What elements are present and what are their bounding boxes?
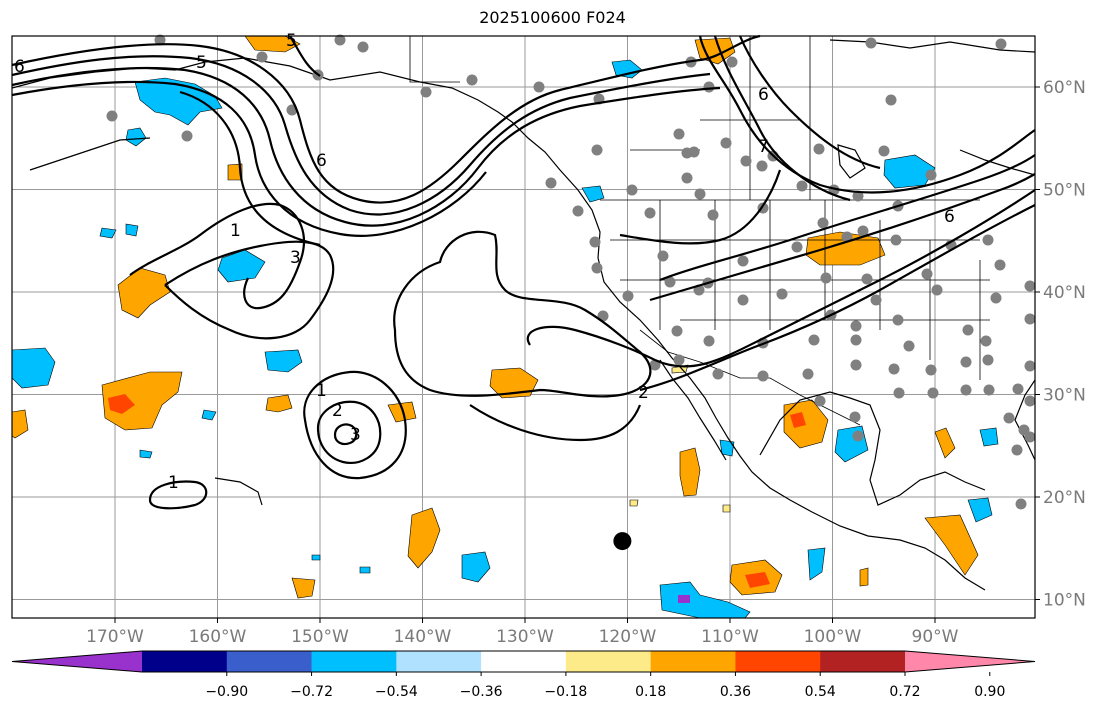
contour-lines	[11, 34, 1036, 510]
contour-label: 2	[638, 383, 649, 403]
contour-label: 2	[332, 401, 343, 421]
latitude-axis: 60°N 50°N 40°N 30°N 20°N 10°N	[1035, 78, 1086, 611]
contour-labels: 6 5 5 6 1 3 1 2 3 1 2 6 7 6	[14, 31, 955, 493]
colorbar-tick-label: −0.90	[205, 684, 248, 700]
colorbar-tick-label: −0.54	[375, 684, 418, 700]
lon-tick-label: 120°W	[599, 627, 657, 647]
contour-label: 6	[316, 151, 327, 171]
colorbar-segment	[565, 651, 652, 672]
map-frame	[11, 35, 1036, 619]
location-marker	[613, 532, 632, 551]
contour-label: 1	[316, 381, 327, 401]
contour-label: 7	[758, 137, 769, 157]
colorbar-segment	[735, 651, 821, 672]
contour-label: 6	[14, 57, 25, 77]
colorbar-extend-high	[905, 651, 1035, 672]
colorbar-tick-label: 0.90	[974, 684, 1005, 700]
colorbar-tick-label: 0.72	[889, 684, 920, 700]
colorbar-segment	[650, 651, 736, 672]
colorbar-tick-label: −0.18	[544, 684, 587, 700]
colorbar-extend-low	[12, 651, 142, 672]
contour-label: 1	[230, 221, 241, 241]
lat-tick-label: 10°N	[1043, 591, 1086, 611]
lon-tick-label: 140°W	[394, 627, 452, 647]
colorbar: −0.90 −0.72 −0.54 −0.36 −0.18 0.18 0.36 0.54 0.7…	[11, 650, 1036, 700]
colorbar-segment	[820, 651, 906, 672]
lon-tick-label: 100°W	[804, 627, 862, 647]
contour-label: 5	[196, 53, 207, 73]
colorbar-segment	[396, 651, 482, 672]
colorbar-tick-label: 0.54	[805, 684, 836, 700]
colorbar-tick-label: 0.18	[635, 684, 666, 700]
contour-label: 1	[168, 473, 179, 493]
contour-label: 5	[286, 31, 297, 51]
lon-tick-label: 90°W	[912, 627, 959, 647]
coastlines	[11, 39, 1036, 591]
colorbar-outline	[11, 650, 1036, 673]
lon-tick-label: 110°W	[701, 627, 759, 647]
lon-tick-label: 170°W	[86, 627, 144, 647]
contour-label: 3	[350, 425, 361, 445]
colorbar-tick-label: −0.72	[290, 684, 333, 700]
longitude-axis: 170°W 160°W 150°W 140°W 130°W 120°W 110°W 100°W…	[86, 618, 959, 647]
colorbar-tick-label: 0.36	[720, 684, 751, 700]
lat-tick-label: 20°N	[1043, 488, 1086, 508]
colorbar-tick-label: −0.36	[460, 684, 503, 700]
colorbar-segment	[226, 651, 313, 672]
lat-tick-label: 40°N	[1043, 283, 1086, 303]
lat-tick-label: 30°N	[1043, 386, 1086, 406]
contour-label: 3	[290, 248, 301, 268]
colorbar-segment	[142, 651, 228, 672]
map-frame-background	[12, 36, 1035, 618]
colorbar-segment	[481, 651, 567, 672]
contour-label: 6	[944, 207, 955, 227]
map-title: 2025100600 F024	[479, 8, 626, 27]
lon-tick-label: 150°W	[291, 627, 349, 647]
lat-tick-label: 50°N	[1043, 181, 1086, 201]
lon-tick-label: 160°W	[189, 627, 247, 647]
colorbar-segment	[311, 651, 397, 672]
lat-tick-label: 60°N	[1043, 78, 1086, 98]
lon-tick-label: 130°W	[496, 627, 554, 647]
contour-label: 6	[758, 85, 769, 105]
